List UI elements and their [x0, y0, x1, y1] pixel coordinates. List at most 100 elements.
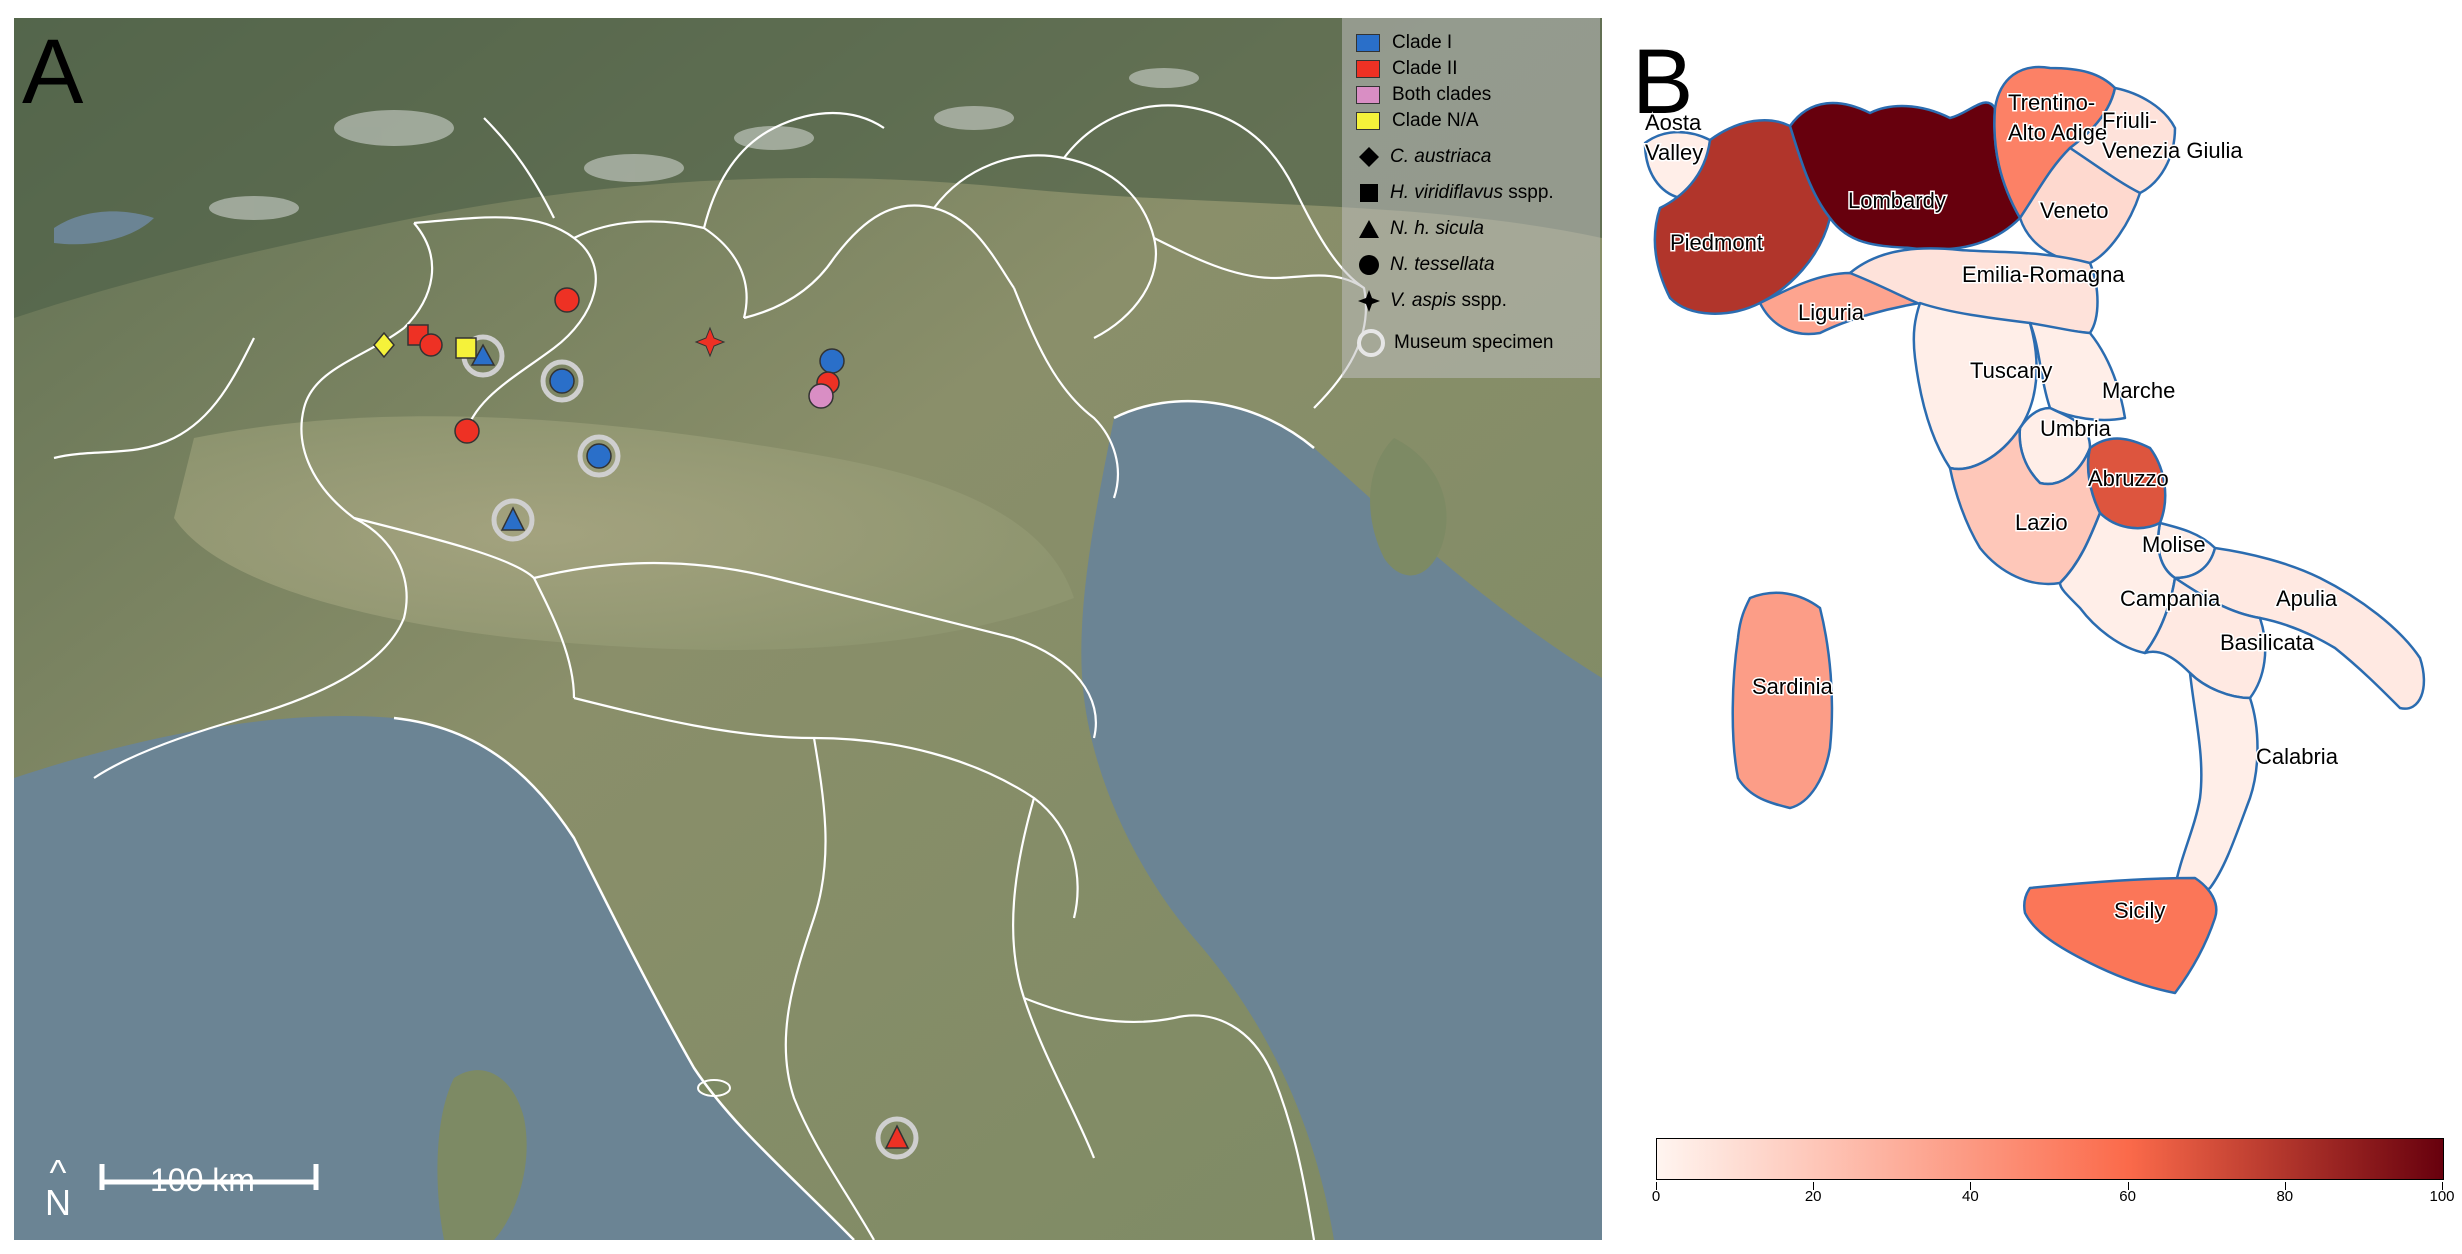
n-tessellata-marker [549, 368, 575, 394]
region-label-lombardy: Lombardy [1848, 188, 1946, 213]
po-plain [174, 416, 1074, 650]
map-panel-a [14, 18, 1602, 1240]
region-sicily [2022, 876, 2218, 995]
tyrrhenian-sea [14, 716, 854, 1240]
region-label-piedmont: Piedmont [1670, 230, 1763, 255]
region-labels: Aosta Valley Piedmont Lombardy Trentino- A… [1644, 89, 2341, 925]
region-label-aosta: Aosta Valley [1645, 110, 1703, 165]
region-label-liguria: Liguria [1798, 300, 1865, 325]
region-lazio [1948, 426, 2102, 586]
label-line: Valley [1645, 140, 1703, 165]
legend-label: N. h. sicula [1390, 218, 1484, 239]
museum-halo [540, 359, 584, 403]
n-h-sicula-marker [500, 506, 526, 531]
lake-geneva [54, 211, 154, 245]
legend-item: Museum specimen [1356, 328, 1553, 358]
region-label-sardinia: Sardinia [1752, 674, 1833, 699]
region-label-apulia: Apulia [2276, 586, 2338, 611]
legend-item: H. viridiflavus sspp. [1356, 178, 1554, 208]
colorbar-tick-label: 60 [2119, 1188, 2136, 1205]
n-h-sicula-marker [884, 1124, 910, 1149]
label-line: Trentino- [2008, 90, 2095, 115]
region-label-umbria: Umbria [2040, 416, 2112, 441]
region-label-tuscany: Tuscany [1970, 358, 2052, 383]
clade-na-swatch [1356, 112, 1380, 130]
legend-label: Clade N/A [1392, 110, 1479, 131]
triangle-icon [1359, 220, 1379, 238]
both-clades-swatch [1356, 86, 1380, 104]
colorbar-tick [2284, 1182, 2286, 1190]
label-line: Friuli- [2102, 108, 2157, 133]
star-icon [1358, 290, 1380, 312]
region-label-abruzzo: Abruzzo [2088, 466, 2169, 491]
colorbar-tick-label: 20 [1804, 1188, 1822, 1205]
h-viridiflavus-marker [455, 337, 477, 359]
diamond-icon [1359, 147, 1379, 167]
admin-borders [53, 104, 1367, 1240]
museum-halo [491, 498, 535, 542]
legend-item: Clade N/A [1356, 106, 1479, 136]
alps-area [14, 18, 1602, 318]
map-panel-b: Aosta Valley Piedmont Lombardy Trentino- A… [1620, 18, 2448, 1118]
colorbar-tick [2442, 1182, 2443, 1190]
scale-bar [99, 1164, 319, 1190]
n-tessellata-marker [819, 348, 845, 374]
istria [1370, 438, 1447, 576]
square-icon [1360, 184, 1378, 202]
clade-ii-swatch [1356, 60, 1380, 78]
north-arrow-icon: ^ [49, 1152, 67, 1193]
colorbar-tick-label: 100 [2429, 1188, 2455, 1205]
legend-label: Museum specimen [1394, 332, 1554, 353]
colorbar-tick [2127, 1182, 2129, 1190]
corsica [437, 1070, 527, 1240]
colorbar-tick [1656, 1182, 1657, 1190]
snow-patches [209, 68, 1199, 220]
v-aspis-marker [694, 326, 726, 358]
satellite-map [14, 18, 1602, 1240]
region-label-calabria: Calabria [2256, 744, 2339, 769]
region-label-emilia-romagna: Emilia-Romagna [1962, 262, 2125, 287]
specimen-markers [373, 287, 919, 1160]
colorbar-tick [1970, 1182, 1972, 1190]
region-label-lazio: Lazio [2015, 510, 2068, 535]
colorbar-tick-label: 80 [2276, 1188, 2294, 1205]
legend-label: H. viridiflavus [1390, 182, 1503, 203]
museum-halo [577, 434, 621, 478]
region-label-sicily: Sicily [2114, 898, 2165, 923]
n-tessellata-marker [808, 383, 834, 409]
coastline [393, 399, 1315, 1240]
n-tessellata-marker [454, 418, 480, 444]
n-h-sicula-marker [470, 343, 496, 366]
legend-label: N. tessellata [1390, 254, 1495, 275]
museum-halo-icon [1357, 329, 1385, 357]
legend-item: Clade II [1356, 54, 1457, 84]
legend-item: N. tessellata [1356, 250, 1495, 280]
legend-label: Clade II [1392, 58, 1458, 79]
legend-suffix: sspp. [1456, 290, 1507, 311]
legend-item: Clade I [1356, 28, 1452, 58]
legend-item: C. austriaca [1356, 142, 1491, 172]
panel-letter-b: B [1632, 31, 1694, 133]
label-line: Aosta [1645, 110, 1702, 135]
colorbar [1656, 1138, 2444, 1180]
clade-i-swatch [1356, 34, 1380, 52]
colorbar-tick-label: 0 [1651, 1188, 1661, 1205]
legend-label: Both clades [1392, 84, 1492, 105]
n-tessellata-marker [586, 443, 612, 469]
region-label-basilicata: Basilicata [2220, 630, 2315, 655]
legend-label: C. austriaca [1390, 146, 1492, 167]
museum-halo [875, 1116, 919, 1160]
region-calabria [2173, 671, 2259, 897]
legend-label: V. aspis [1390, 290, 1457, 311]
n-tessellata-marker [419, 333, 443, 357]
c-austriaca-marker [373, 331, 395, 359]
region-label-marche: Marche [2102, 378, 2175, 403]
n-tessellata-marker [554, 287, 580, 313]
circle-icon [1359, 255, 1379, 275]
legend-suffix: sspp. [1502, 182, 1554, 203]
region-label-friuli: Friuli- Venezia Giulia [2102, 108, 2243, 163]
map-legend: Clade I Clade II Both clades Clade N/A C… [1342, 18, 1600, 378]
choropleth-map: Aosta Valley Piedmont Lombardy Trentino- A… [1644, 65, 2426, 995]
legend-item: N. h. sicula [1356, 214, 1484, 244]
label-line: Alto Adige [2008, 120, 2107, 145]
